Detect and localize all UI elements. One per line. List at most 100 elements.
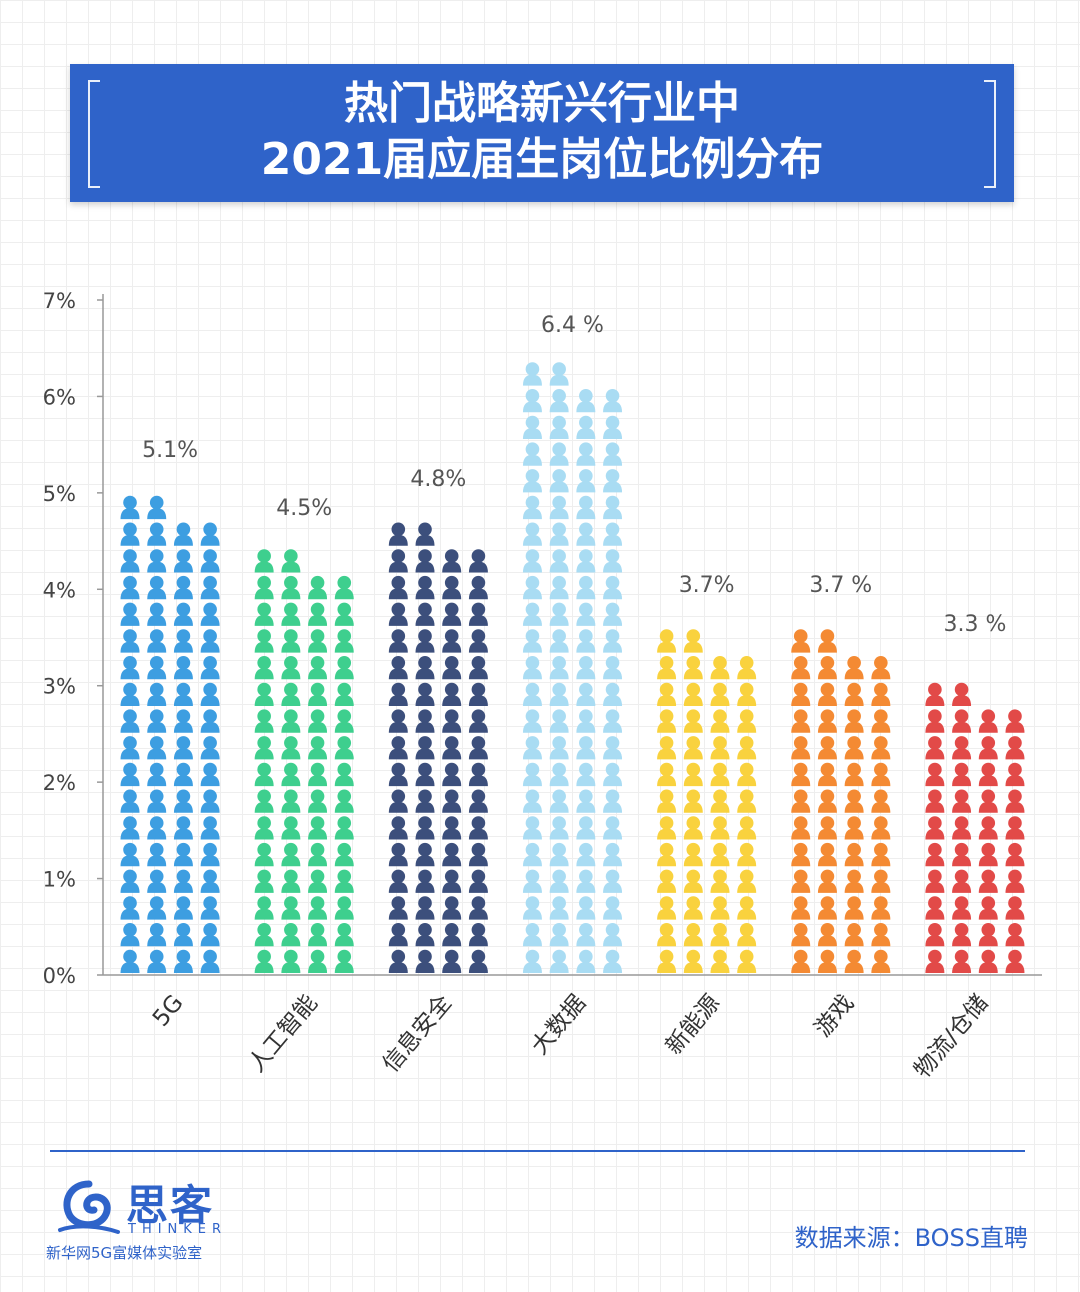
person-body-mark (468, 588, 488, 600)
person-head-mark (525, 602, 540, 617)
person-head-mark (525, 495, 540, 510)
person-body-mark (737, 721, 757, 733)
person-body-mark (147, 561, 167, 573)
person-body-mark (817, 935, 837, 947)
person-body-mark (657, 881, 677, 893)
person-head-mark (954, 949, 969, 964)
person-body-mark (603, 775, 623, 787)
person-body-mark (871, 748, 891, 760)
right-bracket (984, 80, 996, 188)
person-head-mark (793, 709, 808, 723)
person-head-mark (176, 736, 191, 750)
person-head-mark (981, 842, 996, 857)
person-body-mark (737, 695, 757, 706)
person-body-mark (120, 721, 140, 733)
person-head-mark (820, 709, 835, 723)
person-body-mark (281, 614, 301, 626)
person-head-mark (847, 789, 861, 804)
person-body-mark (147, 801, 167, 813)
person-head-mark (981, 709, 996, 723)
person-head-mark (418, 789, 432, 804)
person-head-mark (847, 682, 861, 697)
person-head-mark (444, 816, 459, 830)
person-body-mark (281, 695, 301, 706)
person-body-mark (657, 828, 677, 840)
person-head-mark (847, 762, 861, 777)
person-body-mark (1005, 962, 1025, 973)
person-head-mark (203, 602, 217, 617)
person-head-mark (713, 816, 727, 830)
person-body-mark (791, 855, 811, 867)
person-head-mark (659, 923, 674, 937)
person-body-mark (710, 775, 730, 787)
person-body-mark (442, 962, 462, 973)
person-head-mark (847, 656, 861, 670)
person-head-mark (310, 629, 325, 643)
person-head-mark (418, 816, 432, 830)
person-body-mark (147, 962, 167, 973)
person-head-mark (418, 709, 432, 723)
person-body-mark (791, 962, 811, 973)
person-head-mark (928, 896, 942, 910)
person-head-mark (337, 762, 352, 777)
person-head-mark (257, 816, 271, 830)
person-head-mark (847, 869, 861, 884)
person-body-mark (415, 695, 435, 706)
person-body-mark (657, 695, 677, 706)
person-head-mark (739, 816, 754, 830)
person-body-mark (549, 508, 569, 520)
person-body-mark (817, 668, 837, 680)
person-body-mark (603, 614, 623, 626)
person-head-mark (847, 842, 861, 857)
person-body-mark (952, 801, 972, 813)
person-head-mark (471, 869, 486, 884)
person-body-mark (657, 748, 677, 760)
person-head-mark (284, 575, 298, 590)
person-body-mark (522, 695, 542, 706)
person-body-mark (683, 855, 703, 867)
person-body-mark (173, 801, 193, 813)
person-head-mark (847, 709, 861, 723)
person-body-mark (334, 855, 354, 867)
person-head-mark (284, 923, 298, 937)
person-body-mark (683, 775, 703, 787)
person-head-mark (820, 869, 835, 884)
person-body-mark (200, 721, 220, 733)
person-head-mark (954, 842, 969, 857)
person-head-mark (659, 949, 674, 964)
person-body-mark (334, 695, 354, 706)
person-head-mark (713, 842, 727, 857)
person-body-mark (388, 775, 408, 787)
person-head-mark (605, 762, 620, 777)
person-body-mark (952, 935, 972, 947)
person-head-mark (686, 949, 701, 964)
person-body-mark (817, 641, 837, 653)
person-body-mark (871, 695, 891, 706)
person-body-mark (1005, 801, 1025, 813)
person-body-mark (1005, 881, 1025, 893)
person-body-mark (603, 668, 623, 680)
person-head-mark (257, 869, 271, 884)
person-head-mark (579, 789, 593, 804)
person-body-mark (549, 695, 569, 706)
person-head-mark (203, 709, 217, 723)
person-body-mark (576, 855, 596, 867)
x-category-label: 5G (148, 990, 189, 1032)
footer-divider (50, 1150, 1025, 1152)
person-head-mark (874, 682, 888, 697)
person-body-mark (549, 641, 569, 653)
person-head-mark (149, 949, 164, 964)
person-head-mark (310, 789, 325, 804)
person-head-mark (444, 789, 459, 804)
person-body-mark (522, 588, 542, 600)
person-head-mark (928, 869, 942, 884)
person-body-mark (871, 775, 891, 787)
person-body-mark (978, 855, 998, 867)
person-head-mark (149, 656, 164, 670)
person-head-mark (605, 495, 620, 510)
person-head-mark (444, 602, 459, 617)
person-head-mark (391, 682, 406, 697)
person-body-mark (388, 588, 408, 600)
person-body-mark (281, 962, 301, 973)
person-body-mark (576, 428, 596, 439)
